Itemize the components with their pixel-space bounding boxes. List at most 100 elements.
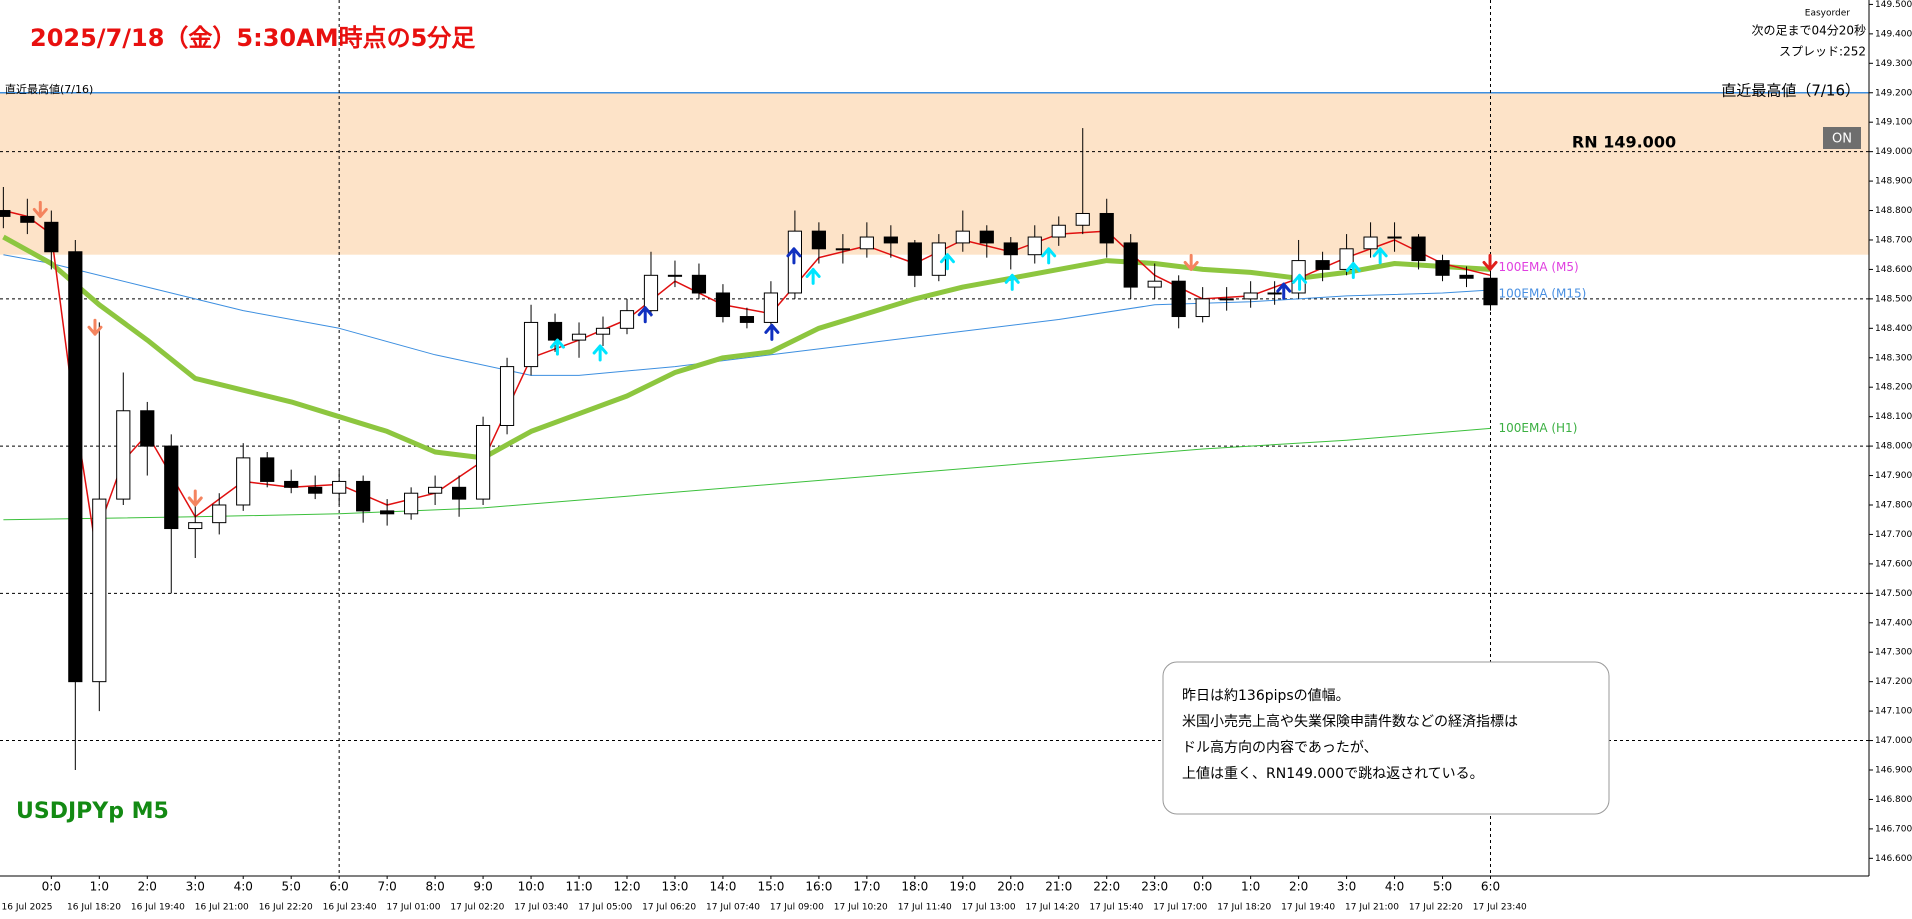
signal-arrow <box>1041 247 1057 265</box>
candle-body <box>308 486 323 494</box>
y-tick-label: 149.500 <box>1875 0 1912 10</box>
recent-high-label: 直近最高値（7/16） <box>1721 82 1860 100</box>
hour-label: 23:0 <box>1141 880 1168 894</box>
round-number-label: RN 149.000 <box>1572 133 1676 152</box>
y-tick-label: 148.600 <box>1875 265 1912 275</box>
candle-body <box>979 230 994 244</box>
candle-body <box>20 215 35 223</box>
date-label: 17 Jul 07:40 <box>706 903 760 913</box>
candle-body <box>1123 242 1138 288</box>
y-tick-label: 148.200 <box>1875 383 1912 393</box>
candle-body <box>356 480 371 512</box>
candle-body <box>595 327 611 335</box>
ema-line <box>3 427 1491 521</box>
candle-body <box>284 480 299 488</box>
hour-label: 1:0 <box>1241 880 1260 894</box>
candle-body <box>523 321 539 368</box>
info-text: 次の足まで04分20秒 <box>1751 24 1866 38</box>
annotation-text: ドル高方向の内容であったが、 <box>1182 739 1378 756</box>
date-label: 16 Jul 21:00 <box>195 903 249 913</box>
signal-arrow <box>87 318 103 336</box>
hour-label: 15:0 <box>757 880 784 894</box>
candle-body <box>260 457 275 482</box>
candle-body <box>571 333 587 341</box>
series-label: 100EMA (H1) <box>1498 421 1577 435</box>
y-tick-label: 149.200 <box>1875 88 1912 98</box>
chart-title: 2025/7/18（金）5:30AM時点の5分足 <box>30 24 475 52</box>
y-tick-label: 148.800 <box>1875 206 1912 216</box>
date-label: 17 Jul 19:40 <box>1281 903 1335 913</box>
candle-body <box>116 410 131 500</box>
hour-label: 11:0 <box>566 880 593 894</box>
hour-label: 4:0 <box>1385 880 1404 894</box>
signal-arrow <box>1292 273 1308 291</box>
candle-body <box>1147 280 1162 288</box>
date-label: 16 Jul 18:20 <box>67 903 121 913</box>
candle-body <box>164 445 179 530</box>
candle-body <box>0 210 11 217</box>
date-label: 17 Jul 17:00 <box>1153 903 1207 913</box>
date-label: 17 Jul 10:20 <box>834 903 888 913</box>
y-tick-label: 146.700 <box>1875 824 1912 834</box>
hour-label: 8:0 <box>425 880 444 894</box>
button-label[interactable]: ON <box>1832 132 1852 147</box>
candle-body <box>1315 260 1330 270</box>
candle-body <box>451 486 467 500</box>
hour-label: 6:0 <box>330 880 349 894</box>
candle-body <box>1411 236 1426 262</box>
hour-label: 5:0 <box>282 880 301 894</box>
hour-label: 18:0 <box>901 880 928 894</box>
date-label: 17 Jul 06:20 <box>642 903 696 913</box>
y-tick-label: 147.500 <box>1875 589 1912 599</box>
on-button[interactable]: ON <box>1823 127 1861 149</box>
candle-body <box>475 424 491 500</box>
info-text: Easyorder <box>1805 9 1851 19</box>
signal-arrow <box>764 323 780 341</box>
signal-arrow <box>939 253 955 271</box>
candle-body <box>667 274 683 277</box>
y-tick-label: 147.600 <box>1875 559 1912 569</box>
y-tick-label: 147.800 <box>1875 500 1912 510</box>
resistance-zone <box>0 92 1869 255</box>
candle-body <box>739 316 755 323</box>
recent-high-label: 直近最高値(7/16) <box>5 82 93 96</box>
y-tick-label: 149.400 <box>1875 29 1912 39</box>
candle-body <box>1099 212 1114 244</box>
candle-body <box>955 230 970 244</box>
candle-body <box>68 251 83 683</box>
hour-label: 20:0 <box>997 880 1024 894</box>
plot-area <box>0 0 1869 876</box>
signal-arrow <box>1372 247 1388 265</box>
date-label: 17 Jul 18:20 <box>1217 903 1271 913</box>
hour-label: 2:0 <box>138 880 157 894</box>
y-tick-label: 148.100 <box>1875 412 1912 422</box>
info-text: スプレッド:252 <box>1779 45 1866 59</box>
candle-body <box>1483 277 1498 306</box>
date-label: 17 Jul 15:40 <box>1089 903 1143 913</box>
candle-body <box>212 504 227 524</box>
hour-label: 22:0 <box>1093 880 1120 894</box>
date-label: 17 Jul 01:00 <box>387 903 441 913</box>
date-label: 17 Jul 09:00 <box>770 903 824 913</box>
candle-body <box>811 230 826 250</box>
symbol-label: USDJPYp M5 <box>16 799 169 824</box>
candle-body <box>188 522 203 530</box>
candle-body <box>763 292 779 323</box>
hour-label: 1:0 <box>90 880 109 894</box>
annotation-text: 昨日は約136pipsの値幅。 <box>1182 688 1350 704</box>
candle-body <box>1195 298 1210 318</box>
signal-arrow <box>1004 273 1020 291</box>
candle-body <box>691 274 707 294</box>
y-tick-label: 147.200 <box>1875 677 1912 687</box>
date-label: 17 Jul 14:20 <box>1026 903 1080 913</box>
date-label: 16 Jul 2025 <box>2 903 53 913</box>
annotation-text: 米国小売売上高や失業保険申請件数などの経済指標は <box>1182 713 1518 730</box>
date-label: 16 Jul 19:40 <box>131 903 185 913</box>
y-tick-label: 148.700 <box>1875 235 1912 245</box>
y-tick-label: 146.600 <box>1875 854 1912 864</box>
annotation-text: 上値は重く、RN149.000で跳ね返されている。 <box>1182 766 1484 782</box>
hour-label: 19:0 <box>949 880 976 894</box>
y-tick-label: 146.900 <box>1875 765 1912 775</box>
candle-body <box>44 221 59 253</box>
